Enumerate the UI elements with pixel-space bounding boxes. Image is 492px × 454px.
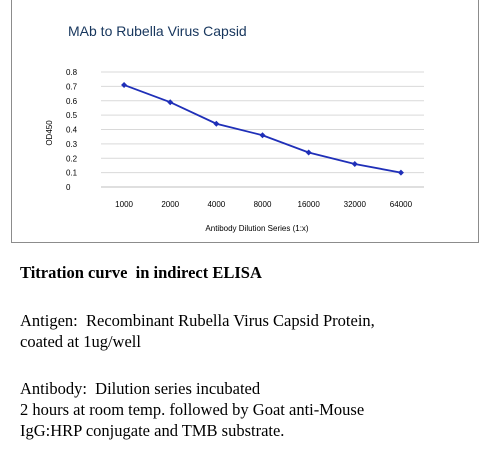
x-axis-label: Antibody Dilution Series (1:x) xyxy=(205,224,308,233)
titration-chart: MAb to Rubella Virus Capsid 0 0.1 0.2 0.3 0.… xyxy=(45,23,424,233)
caption-heading: Titration curve in indirect ELISA xyxy=(20,263,262,282)
x-tick-label: 8000 xyxy=(254,200,272,209)
data-point xyxy=(121,81,128,88)
chart-panel: MAb to Rubella Virus Capsid 0 0.1 0.2 0.3 0.… xyxy=(11,0,479,243)
y-tick-label: 0.2 xyxy=(66,154,78,163)
y-tick-label: 0.8 xyxy=(66,68,78,77)
x-tick-label: 32000 xyxy=(344,200,367,209)
y-axis-label: OD450 xyxy=(45,120,54,146)
data-point xyxy=(259,132,266,139)
y-tick-label: 0.4 xyxy=(66,126,78,135)
y-tick-label: 0 xyxy=(66,183,71,192)
y-tick-label: 0.7 xyxy=(66,82,78,91)
caption-antigen: Antigen: Recombinant Rubella Virus Capsi… xyxy=(20,311,375,351)
x-tick-label: 2000 xyxy=(161,200,179,209)
x-tick-label: 64000 xyxy=(390,200,413,209)
x-tick-label: 4000 xyxy=(207,200,225,209)
chart-title: MAb to Rubella Virus Capsid xyxy=(68,23,247,39)
chart-series xyxy=(121,81,404,176)
chart-grid xyxy=(101,71,424,188)
x-tick-label: 16000 xyxy=(298,200,321,209)
y-tick-label: 0.1 xyxy=(66,169,78,178)
x-tick-label: 1000 xyxy=(115,200,133,209)
y-tick-label: 0.3 xyxy=(66,140,78,149)
y-tick-label: 0.6 xyxy=(66,97,78,106)
x-axis-ticks: 1000 2000 4000 8000 16000 32000 64000 xyxy=(115,200,412,209)
data-point xyxy=(167,99,174,106)
data-point xyxy=(397,169,404,176)
data-point xyxy=(213,120,220,127)
y-axis-ticks: 0 0.1 0.2 0.3 0.4 0.5 0.6 0.7 0.8 xyxy=(66,68,78,192)
y-tick-label: 0.5 xyxy=(66,111,78,120)
series-line xyxy=(123,84,402,174)
caption-antibody: Antibody: Dilution series incubated 2 ho… xyxy=(20,379,365,440)
data-point xyxy=(305,149,312,156)
data-point xyxy=(351,161,358,167)
